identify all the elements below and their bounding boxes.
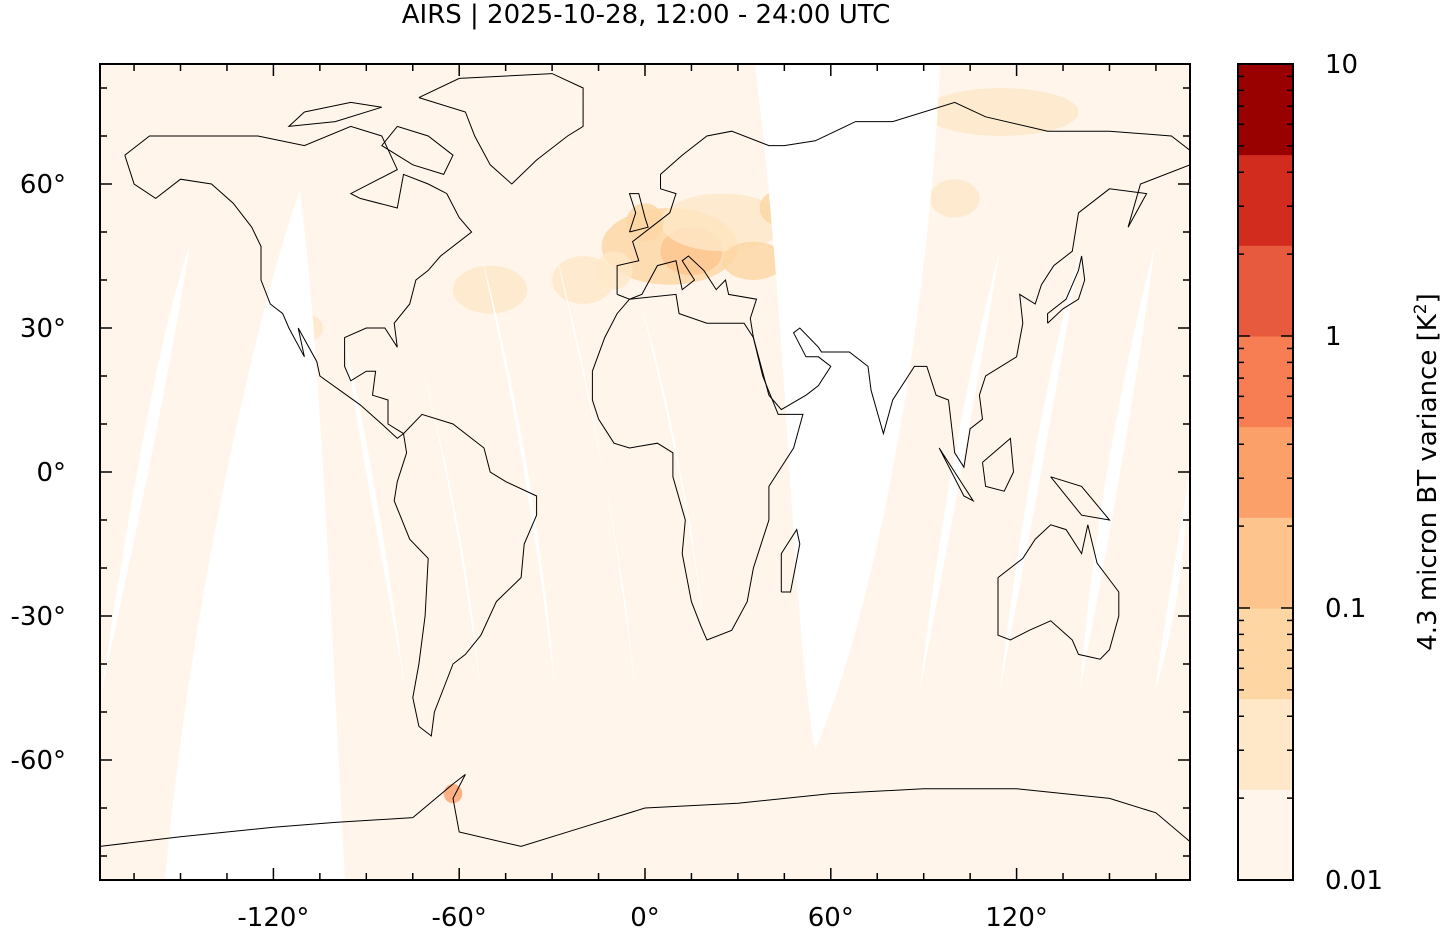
- colorbar-tick-label: 1: [1325, 322, 1342, 352]
- colorbar-band: [1238, 154, 1293, 246]
- chart-title: AIRS | 2025-10-28, 12:00 - 24:00 UTC: [402, 0, 891, 30]
- colorbar-band: [1238, 245, 1293, 337]
- hotspot: [595, 251, 633, 290]
- coastline: [381, 125, 454, 176]
- coastline: [124, 125, 473, 440]
- x-tick-label: 120°: [985, 903, 1048, 930]
- x-tick-label: 0°: [630, 903, 660, 930]
- coastline: [287, 101, 382, 128]
- hotspot: [660, 193, 785, 252]
- hotspot: [929, 179, 980, 218]
- coastline: [418, 73, 584, 185]
- colorbar-band: [1238, 64, 1293, 156]
- colorbar-label: 4.3 micron BT variance [K2]: [1411, 293, 1442, 651]
- coastline: [591, 293, 804, 641]
- colorbar-band: [1238, 336, 1293, 428]
- no-data-gap: [100, 245, 190, 700]
- no-data-gap: [920, 250, 1000, 690]
- y-tick-label: -30°: [11, 602, 66, 632]
- colorbar: 10 1 0.1 0.01: [1237, 50, 1383, 896]
- colorbar-band: [1238, 517, 1293, 609]
- coastline: [780, 528, 801, 593]
- colorbar-tick-label: 0.01: [1325, 866, 1383, 896]
- hotspot: [923, 88, 1079, 136]
- no-data-gap: [755, 64, 940, 750]
- no-data-gap: [1080, 245, 1155, 690]
- coastlines: [100, 73, 1190, 847]
- y-tick-label: 60°: [20, 170, 66, 200]
- no-data-gap: [1155, 470, 1190, 690]
- axes: -120° -60° 0° 60° 120° 60° 30° 0° -30° -60°: [11, 64, 1190, 933]
- swath-gaps: [100, 64, 1190, 880]
- coastline: [616, 101, 1190, 469]
- coastline: [938, 447, 975, 503]
- colorbar-band: [1238, 608, 1293, 700]
- colorbar-tick-label: 0.1: [1325, 594, 1366, 624]
- coastline: [1047, 255, 1086, 324]
- coastline: [628, 193, 649, 233]
- colorbar-band: [1238, 426, 1293, 518]
- coastline: [393, 413, 538, 737]
- colorbar-band: [1238, 789, 1293, 881]
- no-data-gap: [1000, 250, 1080, 690]
- no-data-gap: [345, 340, 405, 690]
- no-data-gap: [165, 190, 345, 880]
- x-tick-label: -60°: [431, 903, 486, 930]
- y-tick-label: 0°: [36, 458, 66, 488]
- colorbar-tick-label: 10: [1325, 50, 1358, 80]
- plot-area: [100, 64, 1190, 880]
- y-tick-label: 30°: [20, 314, 66, 344]
- hotspot: [452, 265, 528, 314]
- coastline: [982, 437, 1015, 492]
- hotspot: [722, 241, 785, 280]
- coastline: [997, 524, 1120, 660]
- x-tick-label: -120°: [237, 903, 309, 930]
- colorbar-band: [1238, 698, 1293, 790]
- coastline: [1050, 476, 1111, 521]
- y-tick-label: -60°: [11, 746, 66, 776]
- x-tick-label: 60°: [808, 903, 854, 930]
- colorbar-frame: [1237, 63, 1294, 881]
- coastline: [100, 774, 1190, 847]
